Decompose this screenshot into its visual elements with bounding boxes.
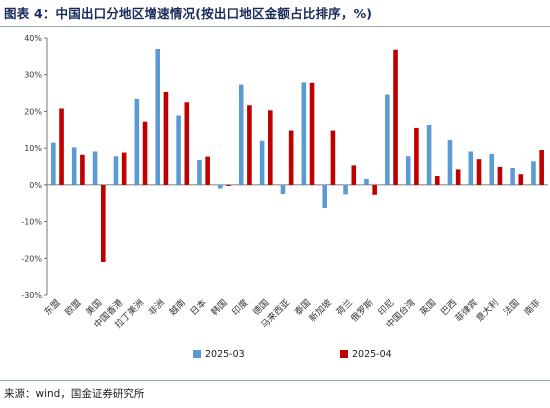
- bar-chart: 40%30%20%10%0%-10%-20%-30%东盟 欧盟 美国中国香港拉丁美洲…: [21, 34, 548, 360]
- source-note: 来源：wind，国金证券研究所: [4, 388, 145, 400]
- bar-2025-04-越南: [184, 102, 190, 185]
- y-tick-label: 30%: [24, 71, 42, 80]
- y-tick-label: 20%: [24, 107, 42, 116]
- bar-2025-04-意大利: [497, 166, 503, 185]
- bar-2025-04-韩国: [226, 184, 231, 186]
- bar-2025-03-日本: [197, 159, 202, 185]
- legend-label: 2025-03: [205, 349, 245, 360]
- bar-2025-04-印度: [247, 105, 252, 185]
- bar-2025-04-非洲: [163, 91, 169, 185]
- bar-2025-03-印尼: [385, 94, 390, 185]
- legend-label: 2025-04: [352, 349, 392, 360]
- y-tick-label: -30%: [21, 291, 42, 300]
- bar-2025-04-东盟: [59, 108, 64, 185]
- bar-2025-03-美国: [92, 151, 98, 185]
- x-category-label: 南非: [521, 297, 542, 318]
- bar-2025-03-中国台湾: [405, 156, 411, 185]
- x-category-label: 印度: [229, 297, 250, 318]
- bar-2025-03-马来西亚: [280, 184, 286, 195]
- bar-2025-04-马来西亚: [288, 130, 294, 185]
- y-tick-label: 0%: [29, 181, 42, 190]
- bar-2025-04-拉丁美洲: [142, 121, 148, 185]
- y-tick-label: 40%: [24, 34, 42, 43]
- bar-2025-04-德国: [267, 110, 273, 185]
- x-category-label: 日本: [187, 297, 208, 318]
- bar-2025-04-泰国: [309, 82, 315, 185]
- bar-2025-03-南非: [531, 161, 536, 185]
- x-category-label: 非洲: [146, 297, 167, 318]
- x-category-label: 越南: [167, 297, 188, 318]
- bar-2025-03-英国: [426, 125, 432, 185]
- bar-2025-04-新加坡: [330, 130, 336, 185]
- bar-2025-04-日本: [205, 156, 210, 185]
- bar-2025-03-德国: [259, 140, 265, 185]
- y-tick-label: 10%: [24, 144, 42, 153]
- bar-2025-03-越南: [176, 115, 181, 185]
- bar-2025-03-巴西: [447, 140, 453, 185]
- top-rule: [0, 26, 550, 27]
- bar-2025-03-东盟: [51, 142, 56, 185]
- bar-2025-03-非洲: [155, 49, 161, 185]
- bar-2025-03-新加坡: [322, 184, 328, 208]
- x-category-label: 英国: [417, 297, 438, 318]
- y-tick-label: -20%: [21, 254, 42, 263]
- bar-2025-03-俄罗斯: [364, 178, 369, 185]
- x-category-label: 意大利: [473, 297, 501, 325]
- legend-swatch-2025-04: [340, 350, 348, 358]
- x-category-label: 菲律宾: [452, 297, 480, 325]
- bar-2025-03-荷兰: [343, 184, 348, 195]
- bar-2025-04-欧盟: [80, 154, 85, 185]
- x-category-label: 法国: [501, 297, 522, 318]
- bar-2025-03-中国香港: [113, 156, 119, 185]
- bar-2025-04-巴西: [455, 169, 461, 185]
- bar-2025-03-韩国: [218, 184, 223, 189]
- y-tick-label: -10%: [21, 218, 42, 227]
- bar-2025-04-法国: [518, 174, 524, 185]
- bar-2025-04-俄罗斯: [372, 184, 377, 195]
- bar-2025-04-南非: [539, 149, 544, 185]
- bar-2025-04-印尼: [393, 49, 398, 185]
- bar-2025-04-中国香港: [121, 152, 127, 185]
- bar-2025-04-菲律宾: [476, 159, 482, 185]
- bar-2025-04-中国台湾: [414, 127, 419, 185]
- bar-2025-03-欧盟: [71, 147, 77, 185]
- bottom-rule: [0, 380, 550, 381]
- bar-2025-03-法国: [510, 167, 515, 185]
- x-category-label: 欧盟: [62, 297, 83, 318]
- x-category-label: 韩国: [208, 297, 229, 318]
- bar-2025-04-英国: [434, 176, 440, 185]
- bar-2025-03-拉丁美洲: [134, 98, 140, 185]
- x-category-label: 新加坡: [306, 297, 334, 325]
- legend-swatch-2025-03: [193, 350, 201, 358]
- bar-2025-03-意大利: [489, 154, 495, 185]
- chart-title: 图表 4：中国出口分地区增速情况(按出口地区金额占比排序，%): [4, 6, 373, 21]
- bar-2025-04-美国: [100, 184, 106, 262]
- bar-2025-03-泰国: [301, 82, 307, 185]
- x-category-label: 俄罗斯: [348, 297, 376, 325]
- x-category-label: 东盟: [41, 297, 62, 318]
- bar-2025-04-荷兰: [351, 165, 357, 185]
- bar-2025-03-印度: [238, 84, 244, 185]
- bar-2025-03-菲律宾: [468, 151, 474, 185]
